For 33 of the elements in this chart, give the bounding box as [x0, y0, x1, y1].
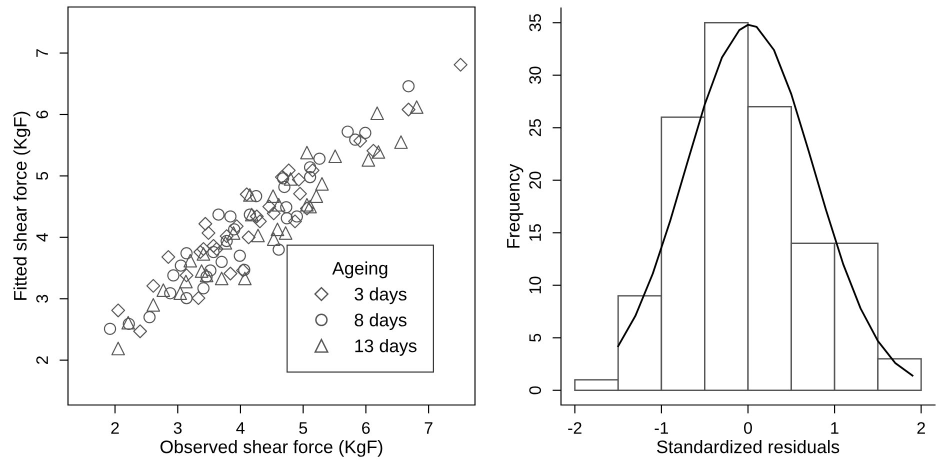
- y-axis-title: Fitted shear force (KgF): [13, 112, 30, 300]
- x-tick-label: 5: [299, 422, 308, 434]
- y-tick-label: 0: [529, 386, 542, 394]
- legend-label: 13 days: [355, 339, 417, 356]
- x-tick-label: 2: [917, 422, 925, 434]
- legend-label: 8 days: [354, 313, 406, 330]
- x-axis-title: Standardized residuals: [656, 440, 840, 454]
- y-tick-label: 15: [529, 224, 542, 241]
- x-tick-label: 2: [111, 422, 119, 434]
- y-tick-label: 2: [36, 356, 48, 364]
- y-tick-label: 35: [529, 14, 542, 32]
- y-tick-label: 20: [529, 172, 542, 189]
- y-tick-label: 7: [36, 49, 48, 57]
- y-tick-label: 10: [529, 276, 542, 294]
- y-tick-label: 30: [529, 66, 542, 84]
- x-tick-label: 7: [424, 422, 432, 434]
- legend-label: 3 days: [354, 287, 406, 304]
- y-axis-title: Frequency: [507, 164, 524, 248]
- legend-title: Ageing: [332, 261, 388, 278]
- x-tick-label: 4: [236, 422, 245, 434]
- x-tick-label: 3: [174, 422, 182, 434]
- y-tick-label: 4: [36, 233, 48, 242]
- y-tick-label: 6: [36, 110, 48, 118]
- x-tick-label: -2: [568, 422, 582, 434]
- y-tick-label: 25: [529, 119, 542, 136]
- x-tick-label: -1: [654, 422, 668, 434]
- x-tick-label: 6: [362, 422, 370, 434]
- y-tick-label: 5: [529, 334, 542, 342]
- x-tick-label: 1: [831, 422, 838, 434]
- x-tick-label: 0: [744, 422, 752, 434]
- y-tick-label: 5: [36, 172, 48, 180]
- y-tick-label: 3: [36, 294, 48, 303]
- x-axis-title: Observed shear force (KgF): [160, 440, 382, 457]
